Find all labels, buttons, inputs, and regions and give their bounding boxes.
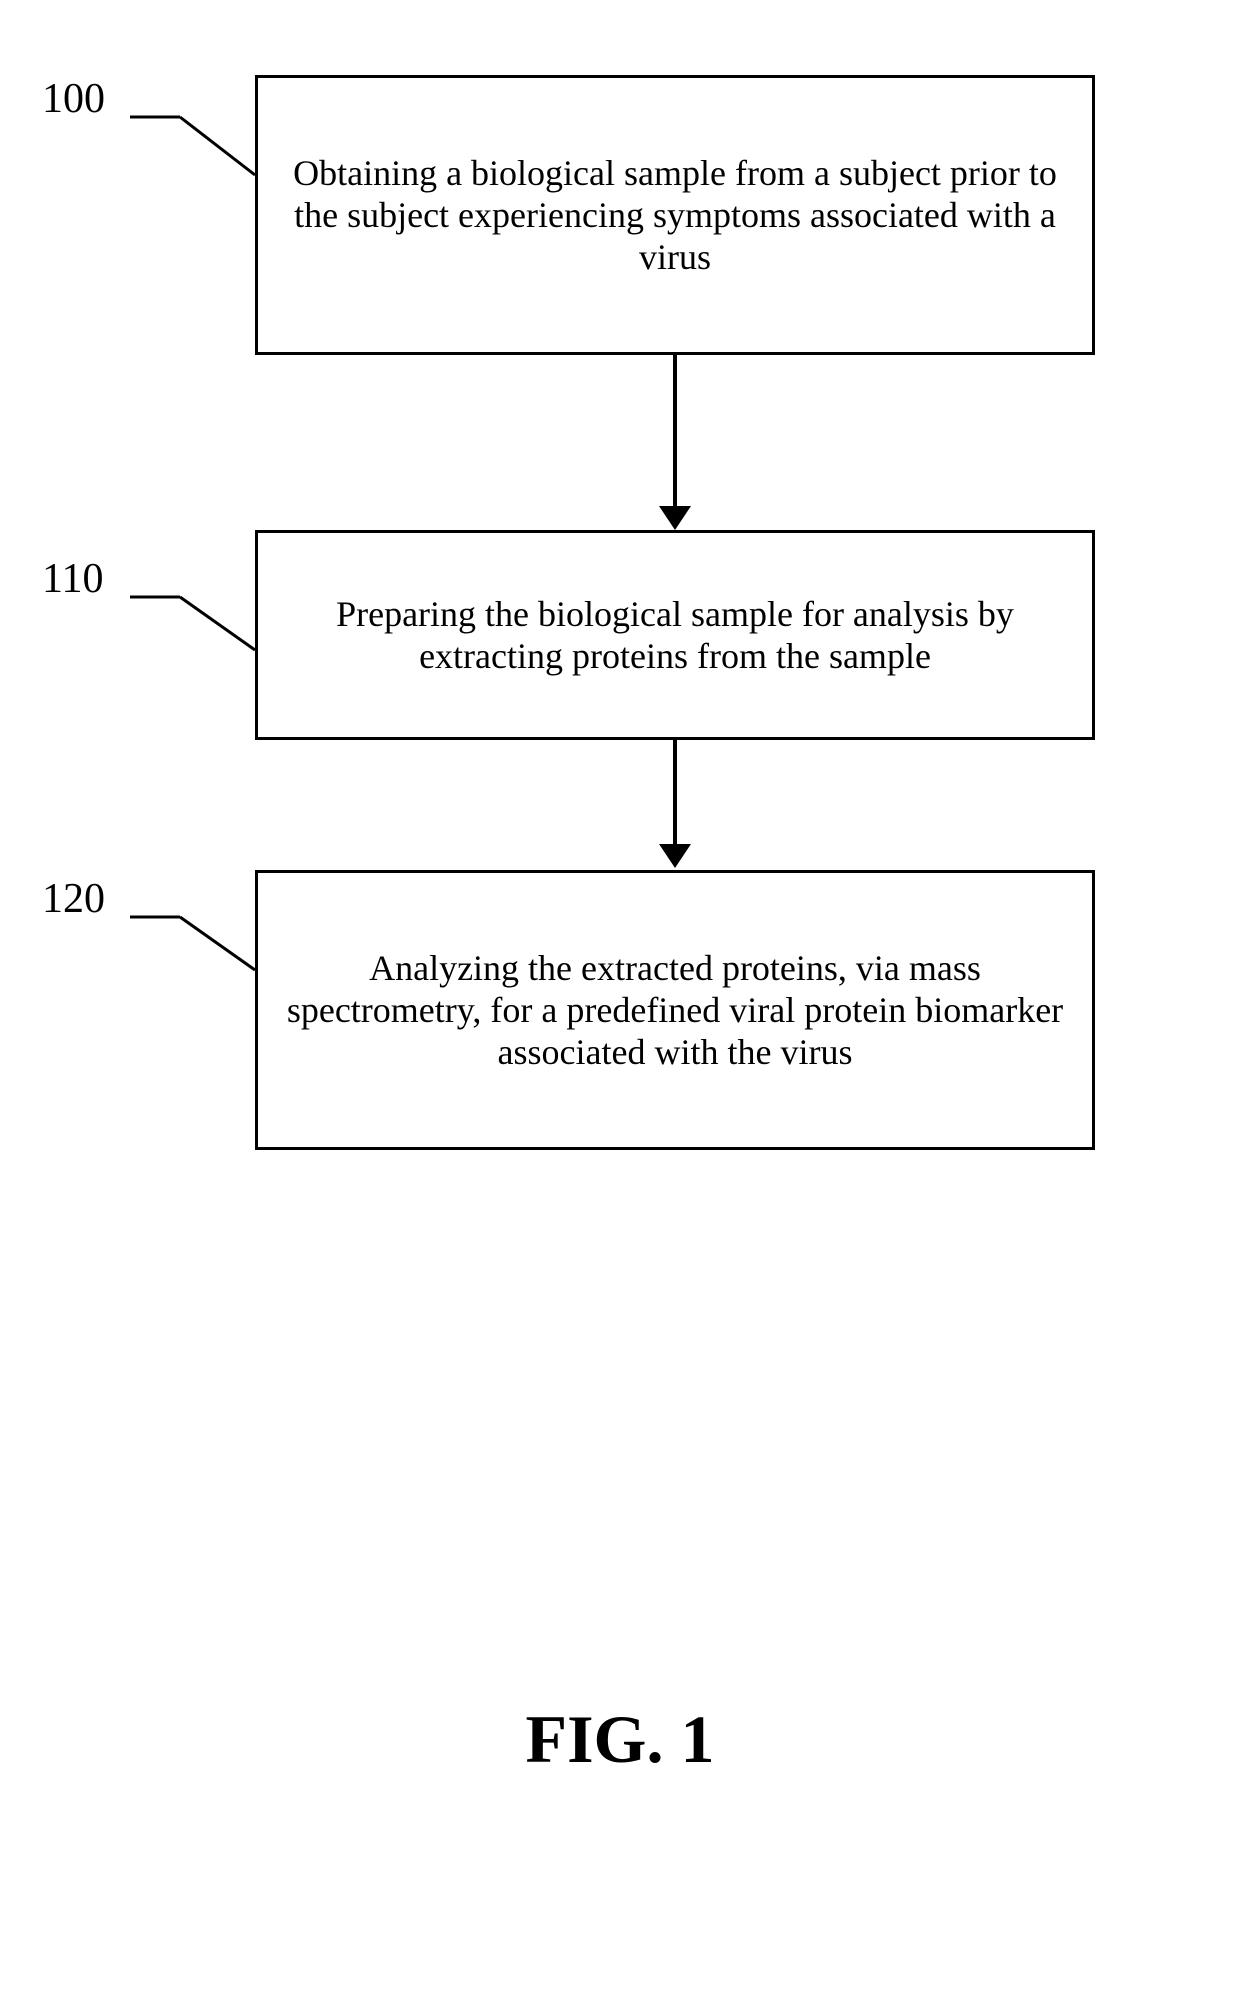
connector-110 <box>130 590 260 660</box>
step-label-110: 110 <box>42 555 103 603</box>
step-label-text: 100 <box>42 76 105 122</box>
step-box-text: Obtaining a biological sample from a sub… <box>278 152 1072 278</box>
step-label-text: 110 <box>42 556 103 602</box>
step-box-120: Analyzing the extracted proteins, via ma… <box>255 870 1095 1150</box>
step-label-100: 100 <box>42 75 105 123</box>
figure-title-text: FIG. 1 <box>526 1701 715 1777</box>
arrow-2-line <box>673 740 677 848</box>
arrow-1-line <box>673 355 677 510</box>
step-box-text: Preparing the biological sample for anal… <box>278 593 1072 677</box>
step-box-text: Analyzing the extracted proteins, via ma… <box>278 947 1072 1073</box>
flowchart-container: 100 Obtaining a biological sample from a… <box>0 0 1240 2004</box>
arrow-1-head <box>659 506 691 530</box>
figure-title: FIG. 1 <box>0 1700 1240 1779</box>
step-box-100: Obtaining a biological sample from a sub… <box>255 75 1095 355</box>
connector-100 <box>130 110 260 180</box>
step-box-110: Preparing the biological sample for anal… <box>255 530 1095 740</box>
arrow-2-head <box>659 844 691 868</box>
connector-120 <box>130 910 260 980</box>
step-label-120: 120 <box>42 875 105 923</box>
step-label-text: 120 <box>42 876 105 922</box>
